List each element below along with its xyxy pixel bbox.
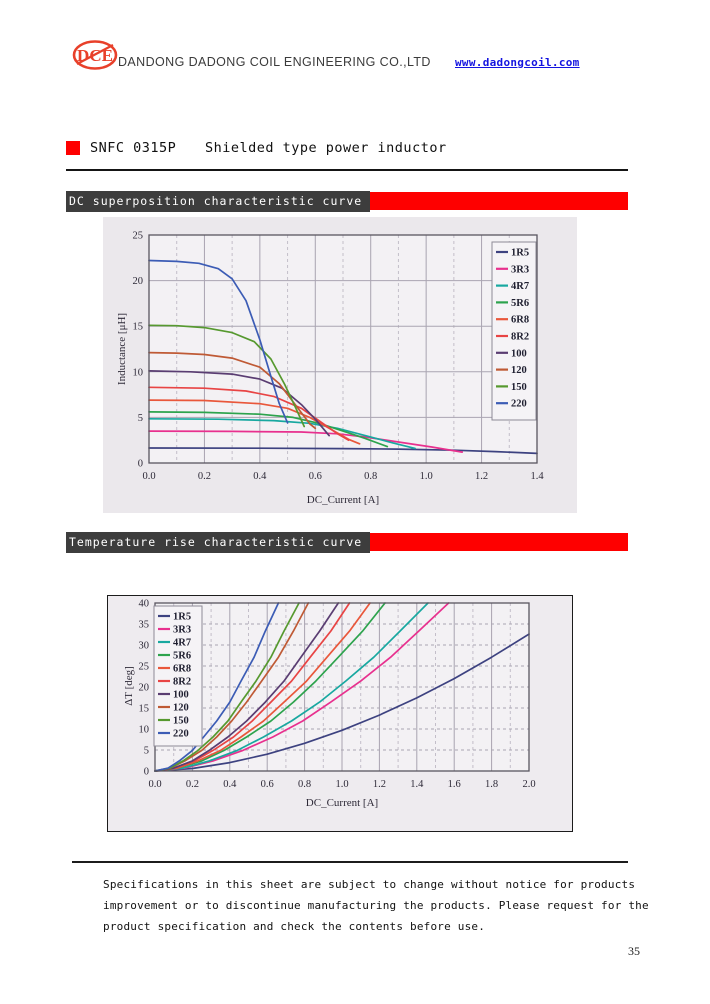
y-tick-label: 5: [144, 746, 149, 757]
legend-label-5R6: 5R6: [511, 298, 529, 309]
legend-label-4R7: 4R7: [173, 638, 191, 649]
legend-label-220: 220: [511, 399, 527, 410]
y-tick-label: 0: [138, 459, 143, 470]
x-tick-label: 0.6: [309, 471, 322, 482]
legend-label-1R5: 1R5: [511, 248, 529, 259]
series-1R5: [148, 447, 538, 455]
product-description: Shielded type power inductor: [205, 140, 447, 156]
banner-red-bar: [370, 192, 628, 210]
series-1R5: [154, 633, 530, 772]
legend-label-100: 100: [511, 348, 527, 359]
legend-label-4R7: 4R7: [511, 281, 529, 292]
series-4R7: [154, 602, 429, 772]
series-3R3: [148, 430, 464, 453]
company-name: DANDONG DADONG COIL ENGINEERING CO.,LTD: [118, 55, 431, 69]
series-100: [148, 370, 330, 437]
legend-label-120: 120: [173, 703, 189, 714]
plot-frame: [148, 234, 538, 464]
x-axis-label: DC_Current [A]: [306, 797, 378, 809]
x-tick-label: 0.8: [364, 471, 377, 482]
x-tick-label: 1.0: [335, 779, 348, 790]
dce-logo-icon: DCE: [71, 35, 119, 77]
legend-label-220: 220: [173, 729, 189, 740]
disclaimer-line: improvement or to discontinue manufactur…: [103, 899, 649, 912]
title-bullet-icon: [66, 141, 80, 155]
x-tick-label: 0.0: [142, 471, 155, 482]
temperature-rise-chart-canvas: 0.0 0.2 0.4 0.6 0.8 1.0 1.2 1.4 1.6 1.8 2.0 0 5 10 15 2…: [123, 599, 536, 810]
series-100: [154, 602, 340, 772]
section-banner-dc-superposition: DC superposition characteristic curve: [66, 191, 628, 212]
y-tick-label: 20: [133, 276, 144, 287]
legend-label-100: 100: [173, 690, 189, 701]
x-tick-label: 2.0: [522, 779, 535, 790]
legend-label-6R8: 6R8: [511, 315, 529, 326]
x-tick-label: 0.2: [198, 471, 211, 482]
legend-label-150: 150: [511, 382, 527, 393]
y-tick-label: 20: [139, 683, 150, 694]
y-tick-label: 25: [139, 662, 150, 673]
legend-label-5R6: 5R6: [173, 651, 191, 662]
legend-label-6R8: 6R8: [173, 664, 191, 675]
x-tick-label: 1.0: [420, 471, 433, 482]
dc-superposition-chart-canvas: 0.0 0.2 0.4 0.6 0.8 1.0 1.2 1.4 0 5 10 15 20 25 DC_Cur…: [116, 231, 544, 507]
part-number: SNFC 0315P: [90, 140, 177, 156]
legend-label-8R2: 8R2: [173, 677, 191, 688]
y-axis-label: Inductance [μH]: [116, 313, 128, 385]
legend-label-8R2: 8R2: [511, 332, 529, 343]
x-tick-label: 1.4: [410, 779, 424, 790]
x-axis-label: DC_Current [A]: [307, 494, 379, 506]
x-tick-label: 1.2: [373, 779, 386, 790]
disclaimer-line: product specification and check the cont…: [103, 920, 486, 933]
y-tick-label: 0: [144, 767, 149, 778]
series-150: [154, 602, 300, 772]
disclaimer: Specifications in this sheet are subject…: [103, 874, 649, 937]
x-tick-label: 0.4: [253, 471, 267, 482]
page-number: 35: [628, 944, 640, 958]
y-tick-label: 10: [133, 367, 144, 378]
y-tick-label: 5: [138, 413, 143, 424]
series-6R8: [154, 602, 371, 772]
x-tick-label: 1.8: [485, 779, 498, 790]
series-220: [154, 602, 280, 772]
temperature-rise-chart: 0.0 0.2 0.4 0.6 0.8 1.0 1.2 1.4 1.6 1.8 2.0 0 5 10 15 2…: [107, 595, 573, 832]
series-8R2: [148, 386, 350, 442]
y-axis-label: ΔT [deg]: [123, 666, 135, 706]
y-tick-label: 15: [139, 704, 150, 715]
y-tick-label: 15: [133, 322, 144, 333]
legend-label-1R5: 1R5: [173, 612, 191, 623]
disclaimer-line: Specifications in this sheet are subject…: [103, 878, 636, 891]
website-link[interactable]: www.dadongcoil.com: [455, 56, 580, 69]
legend-label-150: 150: [173, 716, 189, 727]
section-heading: DC superposition characteristic curve: [66, 191, 371, 212]
x-tick-label: 0.4: [223, 779, 237, 790]
title-rule: [66, 169, 628, 171]
legend-label-3R3: 3R3: [173, 625, 191, 636]
legend-box: [491, 241, 537, 421]
legend-label-3R3: 3R3: [511, 264, 529, 275]
y-tick-label: 25: [133, 231, 144, 242]
series-150: [148, 324, 306, 428]
y-tick-label: 30: [139, 641, 150, 652]
section-banner-temperature-rise: Temperature rise characteristic curve: [66, 532, 628, 553]
x-tick-label: 0.8: [298, 779, 311, 790]
banner-red-bar: [370, 533, 628, 551]
x-tick-label: 0.0: [148, 779, 161, 790]
footer-rule: [72, 861, 628, 863]
series-120: [148, 351, 317, 430]
dc-superposition-chart: 0.0 0.2 0.4 0.6 0.8 1.0 1.2 1.4 0 5 10 15 20 25 DC_Cur…: [103, 217, 577, 513]
x-tick-label: 0.2: [186, 779, 199, 790]
x-tick-label: 1.4: [530, 471, 544, 482]
section-heading: Temperature rise characteristic curve: [66, 532, 371, 553]
x-tick-label: 0.6: [261, 779, 274, 790]
series-220: [148, 259, 289, 424]
x-tick-label: 1.6: [448, 779, 461, 790]
x-tick-label: 1.2: [475, 471, 488, 482]
y-tick-label: 35: [139, 620, 150, 631]
legend-label-120: 120: [511, 365, 527, 376]
y-tick-label: 10: [139, 725, 150, 736]
y-tick-label: 40: [139, 599, 150, 610]
